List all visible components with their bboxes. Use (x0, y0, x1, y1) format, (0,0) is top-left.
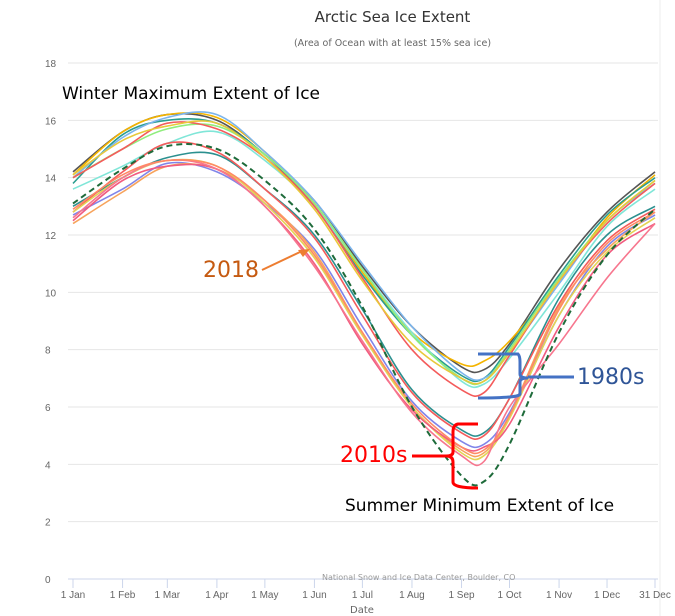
y-tick-label: 8 (45, 346, 51, 357)
x-tick-label: 31 Dec (639, 590, 671, 601)
x-tick-label: 1 Jul (352, 590, 373, 601)
y-tick-label: 6 (45, 403, 51, 414)
winter-annotation: Winter Maximum Extent of Ice (62, 84, 320, 104)
label-2018: 2018 (203, 258, 259, 283)
y-tick-label: 2 (45, 518, 51, 529)
label-1980s: 1980s (577, 365, 645, 390)
x-tick-label: 1 Dec (594, 590, 620, 601)
x-tick-label: 1 Aug (399, 590, 425, 601)
series-line-7 (72, 120, 656, 385)
chart-title: Arctic Sea Ice Extent (314, 8, 471, 26)
summer-annotation: Summer Minimum Extent of Ice (345, 496, 615, 516)
y-tick-label: 12 (45, 231, 57, 242)
y-tick-label: 14 (45, 174, 57, 185)
bracket-1980s (477, 352, 529, 400)
x-tick-label: 1 May (251, 590, 278, 601)
y-tick-label: 0 (45, 575, 51, 586)
x-tick-label: 1 Mar (155, 590, 181, 601)
label-2010s: 2010s (340, 443, 408, 468)
x-tick-label: 1 Sep (448, 590, 475, 601)
series-line-5 (72, 123, 656, 386)
bracket-2010s (445, 422, 479, 490)
x-tick-label: 1 Apr (205, 590, 229, 601)
y-tick-label: 4 (45, 460, 51, 471)
series-line-2 (72, 118, 656, 383)
chart-subtitle: (Area of Ocean with at least 15% sea ice… (293, 38, 492, 49)
series-line-16 (72, 143, 656, 487)
series-line-9 (72, 141, 656, 440)
series-line-3 (72, 111, 656, 382)
x-tick-label: 1 Nov (546, 590, 572, 601)
x-tick-label: 1 Feb (110, 590, 136, 601)
y-tick-label: 10 (45, 288, 57, 299)
credit: National Snow and Ice Data Center, Bould… (322, 573, 516, 582)
series-line-15 (72, 159, 656, 455)
series-line-10 (72, 161, 656, 449)
x-tick-label: 1 Jan (61, 590, 85, 601)
x-axis-label: Date (350, 605, 374, 616)
y-tick-label: 18 (45, 59, 57, 70)
arrow-head-2018 (298, 249, 310, 257)
arrow-2018 (261, 251, 301, 271)
x-tick-label: 1 Jun (302, 590, 326, 601)
y-tick-label: 16 (45, 116, 57, 127)
series-line-4 (72, 130, 656, 389)
series-line-8 (72, 151, 656, 437)
x-tick-label: 1 Oct (498, 590, 522, 601)
